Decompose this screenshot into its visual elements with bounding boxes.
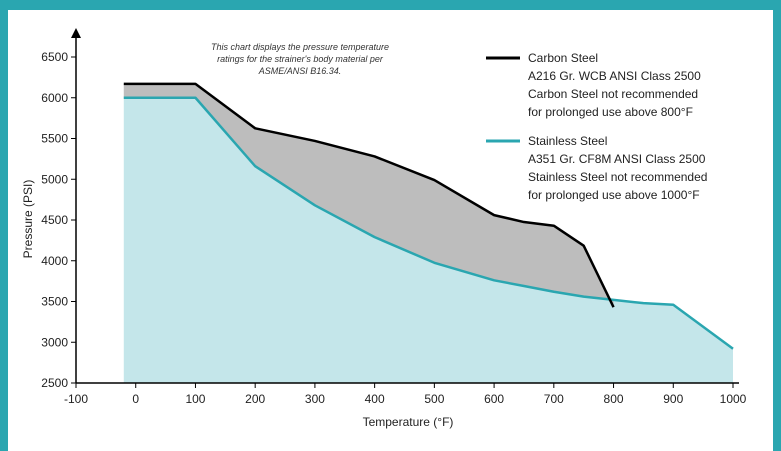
legend-stainless-spec: A351 Gr. CF8M ANSI Class 2500 (528, 152, 706, 166)
stainless-steel-line (123, 96, 734, 350)
y-axis-arrowhead (71, 28, 81, 38)
x-tick-label: 700 (544, 392, 564, 406)
y-tick-label: 3000 (41, 335, 68, 349)
x-tick-label: 900 (663, 392, 683, 406)
x-tick-label: 0 (132, 392, 139, 406)
x-tick-label: 800 (604, 392, 624, 406)
y-tick-label: 4500 (41, 213, 68, 227)
frame-top-border (0, 0, 781, 10)
x-tick-label: 1000 (720, 392, 747, 406)
y-tick-label: 4000 (41, 254, 68, 268)
stainless-steel-area (123, 97, 734, 383)
chart-note-line-2: ratings for the strainer's body material… (217, 54, 384, 64)
y-tick-label: 6500 (41, 50, 68, 64)
legend-stainless-note-1: Stainless Steel not recommended (528, 170, 707, 184)
x-tick-label: -100 (64, 392, 88, 406)
legend-carbon-note-2: for prolonged use above 800°F (528, 105, 693, 119)
x-tick-label: 400 (365, 392, 385, 406)
y-tick-label: 3500 (41, 295, 68, 309)
legend-carbon-spec: A216 Gr. WCB ANSI Class 2500 (528, 69, 701, 83)
x-tick-label: 100 (185, 392, 205, 406)
frame-left-border (0, 0, 8, 451)
x-tick-label: 200 (245, 392, 265, 406)
carbon-steel-area (123, 83, 614, 308)
chart-note-line-1: This chart displays the pressure tempera… (211, 42, 389, 52)
chart-note-line-3: ASME/ANSI B16.34. (258, 66, 342, 76)
legend-stainless-note-2: for prolonged use above 1000°F (528, 188, 700, 202)
x-tick-label: 600 (484, 392, 504, 406)
frame-right-border (773, 0, 781, 451)
y-tick-label: 2500 (41, 376, 68, 390)
y-tick-label: 5500 (41, 132, 68, 146)
x-axis-label: Temperature (°F) (363, 415, 454, 429)
carbon-steel-line (123, 82, 615, 308)
legend-carbon-name: Carbon Steel (528, 51, 598, 65)
x-tick-label: 500 (424, 392, 444, 406)
y-axis-label: Pressure (PSI) (21, 180, 35, 259)
y-tick-label: 6000 (41, 91, 68, 105)
y-tick-label: 5000 (41, 172, 68, 186)
legend-stainless-name: Stainless Steel (528, 134, 607, 148)
x-tick-label: 300 (305, 392, 325, 406)
legend-carbon-note-1: Carbon Steel not recommended (528, 87, 698, 101)
